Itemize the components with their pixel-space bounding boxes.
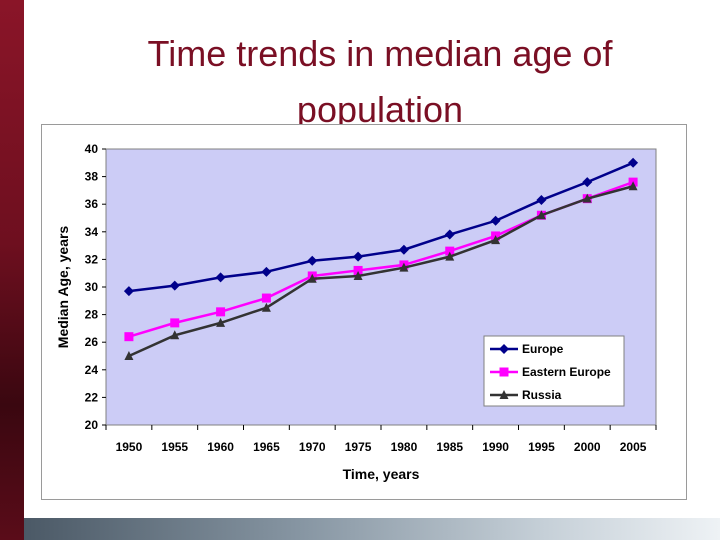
legend-label-europe: Europe: [522, 342, 564, 356]
russia-point: [536, 210, 546, 220]
x-axis-title: Time, years: [343, 466, 420, 482]
russia-point: [628, 181, 638, 191]
legend-label-russia: Russia: [522, 388, 562, 402]
eastern-europe-point: [170, 318, 180, 328]
russia-point: [124, 351, 134, 360]
eastern-europe-point: [216, 307, 226, 317]
europe-point: [628, 157, 639, 168]
legend-marker-europe: [499, 344, 509, 354]
x-tick-label: 1960: [207, 440, 234, 454]
x-tick-label: 1985: [436, 440, 463, 454]
eastern-europe-point: [353, 265, 363, 275]
eastern-europe-point: [445, 246, 455, 256]
y-tick-label: 20: [85, 418, 99, 432]
y-tick-label: 36: [85, 197, 99, 211]
russia-line: [128, 185, 634, 358]
eastern-europe-point: [261, 293, 271, 303]
left-accent-bar: [0, 0, 24, 540]
y-tick-label: 38: [85, 170, 99, 184]
russia-point: [170, 330, 180, 340]
legend-marker-eastern-europe: [499, 367, 509, 377]
x-tick-label: 2000: [574, 440, 601, 454]
y-tick-label: 40: [85, 142, 99, 156]
europe-point: [307, 255, 318, 266]
y-tick-label: 32: [85, 252, 99, 266]
europe-point: [444, 229, 455, 240]
y-tick-label: 26: [85, 335, 99, 349]
europe-point: [398, 244, 409, 255]
x-tick-label: 1970: [299, 440, 326, 454]
x-tick-label: 2005: [620, 440, 647, 454]
y-tick-label: 24: [85, 363, 99, 377]
europe-point: [353, 251, 364, 262]
x-tick-label: 1995: [528, 440, 555, 454]
y-tick-label: 30: [85, 280, 99, 294]
europe-point: [490, 215, 501, 226]
russia-point: [307, 273, 317, 283]
russia-point: [399, 262, 409, 272]
x-tick-label: 1965: [253, 440, 280, 454]
europe-point: [261, 266, 272, 277]
europe-point: [582, 177, 593, 188]
line-chart: 20 22 24 26 28 30 32 34 36 38 40 1950 1955 1960 1965 19…: [55, 142, 657, 482]
y-tick-label: 28: [85, 308, 99, 322]
eastern-europe-point: [124, 332, 134, 342]
europe-point: [123, 286, 134, 297]
chart-frame: 20 22 24 26 28 30 32 34 36 38 40 1950 1955 1960 1965 19…: [41, 124, 687, 500]
legend-label-eastern-europe: Eastern Europe: [522, 365, 611, 379]
russia-point: [445, 251, 455, 261]
europe-point: [169, 280, 180, 291]
russia-point: [353, 270, 363, 280]
legend-marker-russia: [499, 390, 509, 399]
x-tick-label: 1975: [345, 440, 372, 454]
x-tick-label: 1955: [161, 440, 188, 454]
russia-point: [261, 302, 271, 312]
y-tick-label: 34: [85, 225, 99, 239]
x-tick-label: 1950: [116, 440, 143, 454]
y-axis-title: Median Age, years: [55, 226, 71, 349]
bottom-gradient-bar: [24, 518, 720, 540]
europe-point: [536, 195, 547, 206]
y-tick-label: 22: [85, 390, 99, 404]
russia-point: [216, 317, 226, 327]
russia-point: [582, 193, 592, 203]
slide-title: Time trends in median age of population: [147, 33, 613, 130]
europe-line: [128, 161, 634, 293]
russia-point: [491, 235, 501, 245]
x-tick-label: 1990: [482, 440, 509, 454]
x-tick-label: 1980: [391, 440, 418, 454]
europe-point: [215, 272, 226, 283]
